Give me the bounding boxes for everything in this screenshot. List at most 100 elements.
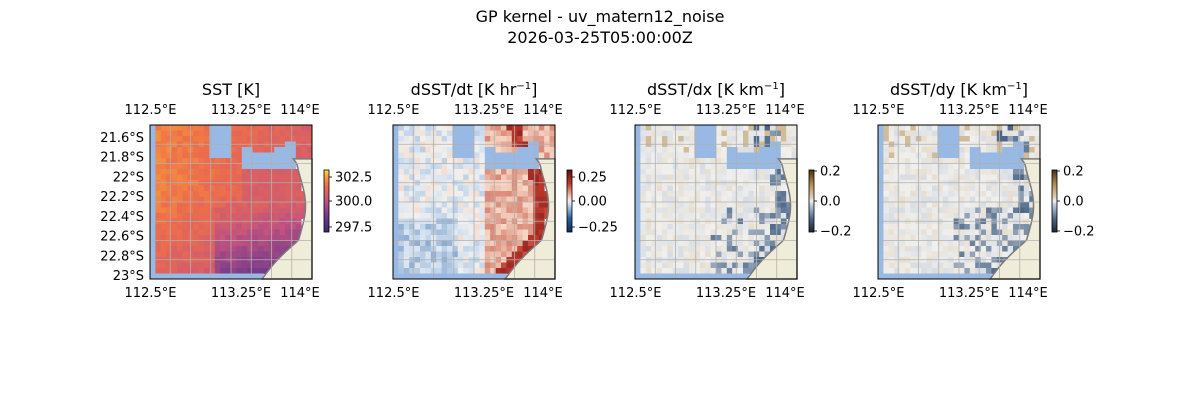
heatmap-cell xyxy=(770,125,776,131)
heatmap-cell xyxy=(694,268,701,274)
heatmap-cell xyxy=(737,136,744,142)
heatmap-cell xyxy=(959,207,965,214)
heatmap-cell xyxy=(452,136,459,142)
heatmap-cell xyxy=(932,235,938,241)
heatmap-cell xyxy=(155,240,162,247)
heatmap-cell xyxy=(409,273,415,280)
heatmap-cell xyxy=(274,240,280,247)
heatmap-cell xyxy=(678,185,684,192)
heatmap-cell xyxy=(209,130,216,137)
heatmap-cell xyxy=(538,136,545,142)
heatmap-cell xyxy=(528,240,534,247)
heatmap-cell xyxy=(495,273,502,280)
heatmap-cell xyxy=(533,191,540,197)
heatmap-cell xyxy=(457,240,464,247)
heatmap-cell xyxy=(463,224,469,230)
heatmap-cell xyxy=(528,169,534,175)
heatmap-cell xyxy=(198,196,205,203)
heatmap-cell xyxy=(214,229,221,236)
heatmap-cell xyxy=(166,136,172,142)
heatmap-cell xyxy=(1007,207,1014,214)
y-tick-label: 22.4°S xyxy=(100,210,144,225)
heatmap-cell xyxy=(274,235,280,241)
heatmap-cell xyxy=(447,246,453,252)
heatmap-cell xyxy=(447,262,453,269)
heatmap-cell xyxy=(414,169,421,175)
heatmap-cell xyxy=(937,273,944,280)
heatmap-cell xyxy=(986,213,992,219)
heatmap-cell xyxy=(640,163,647,170)
heatmap-cell xyxy=(484,174,491,181)
heatmap-cell xyxy=(678,202,684,208)
heatmap-cell xyxy=(910,185,917,192)
heatmap-cell xyxy=(937,202,944,208)
heatmap-cell xyxy=(474,158,480,164)
heatmap-cell xyxy=(160,174,167,181)
heatmap-cell xyxy=(635,147,641,153)
heatmap-cell xyxy=(447,207,453,214)
heatmap-cell xyxy=(204,207,210,214)
heatmap-cell xyxy=(495,224,502,230)
heatmap-cell xyxy=(425,213,432,219)
heatmap-cell xyxy=(894,224,900,230)
heatmap-cell xyxy=(447,174,453,181)
heatmap-cell xyxy=(678,136,684,142)
heatmap-cell xyxy=(285,136,291,142)
heatmap-cell xyxy=(667,246,674,252)
heatmap-cell xyxy=(894,235,900,241)
heatmap-cell xyxy=(905,262,911,269)
heatmap-cell xyxy=(726,174,733,181)
heatmap-cell xyxy=(258,158,264,164)
heatmap-cell xyxy=(479,246,486,252)
heatmap-cell xyxy=(878,213,884,219)
heatmap-cell xyxy=(457,130,464,137)
heatmap-cell xyxy=(910,251,917,258)
heatmap-cell xyxy=(883,163,890,170)
heatmap-cell xyxy=(1029,202,1035,208)
heatmap-cell xyxy=(894,147,900,153)
heatmap-cell xyxy=(969,262,976,269)
heatmap-cell xyxy=(748,185,755,192)
heatmap-cell xyxy=(959,130,965,137)
heatmap-cell xyxy=(748,251,755,258)
heatmap-cell xyxy=(506,251,513,258)
heatmap-cell xyxy=(414,240,421,247)
heatmap-cell xyxy=(457,196,464,203)
heatmap-cell xyxy=(522,229,529,236)
heatmap-cell xyxy=(937,196,944,203)
heatmap-cell xyxy=(160,240,167,247)
map-frame xyxy=(877,124,1041,280)
heatmap-cell xyxy=(689,262,695,269)
heatmap-cell xyxy=(209,147,216,153)
heatmap-cell xyxy=(710,130,717,137)
heatmap-cell xyxy=(274,152,280,159)
heatmap-cell xyxy=(975,251,981,258)
heatmap-cell xyxy=(204,196,210,203)
heatmap-cell xyxy=(678,207,684,214)
heatmap-cell xyxy=(964,185,971,192)
heatmap-cell xyxy=(452,147,459,153)
heatmap-cell xyxy=(948,174,954,181)
heatmap-cell xyxy=(878,136,884,142)
heatmap-cell xyxy=(986,196,992,203)
heatmap-cell xyxy=(1018,158,1025,164)
heatmap-cell xyxy=(393,169,399,175)
heatmap-cell xyxy=(220,273,226,280)
heatmap-cell xyxy=(522,185,529,192)
heatmap-cell xyxy=(969,169,976,175)
heatmap-cell xyxy=(932,246,938,252)
heatmap-cell xyxy=(549,147,556,153)
heatmap-cell xyxy=(1034,125,1041,131)
heatmap-cell xyxy=(986,240,992,247)
heatmap-cell xyxy=(1023,136,1030,142)
heatmap-cell xyxy=(964,191,971,197)
heatmap-cell xyxy=(225,246,232,252)
heatmap-cell xyxy=(721,229,728,236)
heatmap-cell xyxy=(937,125,944,131)
heatmap-cell xyxy=(645,207,652,214)
heatmap-cell xyxy=(894,251,900,258)
heatmap-cell xyxy=(409,202,415,208)
heatmap-cell xyxy=(991,130,998,137)
heatmap-cell xyxy=(1023,191,1030,197)
heatmap-cell xyxy=(409,240,415,247)
